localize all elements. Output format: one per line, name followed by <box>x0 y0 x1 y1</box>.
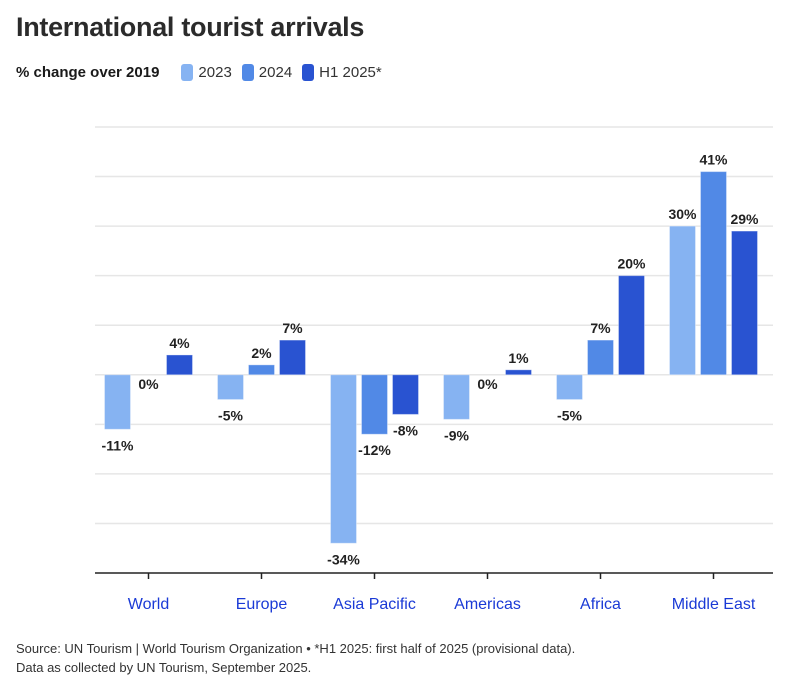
bar-world-2023 <box>104 374 131 430</box>
data-label: 7% <box>282 320 303 336</box>
bar-europe-2023 <box>217 374 244 401</box>
data-label: -8% <box>393 422 418 438</box>
bar-africa-2024 <box>587 339 614 376</box>
data-label: 41% <box>699 152 728 168</box>
bar-world-h1-2025 <box>166 354 193 376</box>
legend: % change over 2019 2023 2024 H1 2025* <box>16 64 392 81</box>
data-label: -12% <box>358 442 391 458</box>
gridlines <box>95 126 773 525</box>
category-label-world: World <box>128 596 170 613</box>
legend-label-2024: 2024 <box>258 64 293 81</box>
source-line: Source: UN Tourism | World Tourism Organ… <box>16 641 576 656</box>
bar-middle-east-2023 <box>669 225 696 376</box>
data-label: 20% <box>617 256 646 272</box>
category-label-europe: Europe <box>236 596 288 613</box>
bar-americas-2023 <box>443 374 470 420</box>
legend-label-h1-2025: H1 2025* <box>319 64 382 81</box>
bar-asia-pacific-2023 <box>330 374 357 544</box>
bar-middle-east-h1-2025 <box>731 230 758 376</box>
data-label: 7% <box>590 320 611 336</box>
data-label: 30% <box>668 206 697 222</box>
data-label: -11% <box>102 437 134 453</box>
data-label: 0% <box>138 376 159 392</box>
legend-item-2024: 2024 <box>241 64 293 81</box>
bar-americas-h1-2025 <box>505 369 532 376</box>
collection-note: Data as collected by UN Tourism, Septemb… <box>16 660 312 675</box>
data-label: -5% <box>218 408 243 424</box>
bar-asia-pacific-h1-2025 <box>392 374 419 415</box>
legend-item-2023: 2023 <box>181 64 232 81</box>
x-axis: World Europe Asia Pacific Americas Africa Mid… <box>95 572 773 613</box>
legend-swatch-h1-2025 <box>302 64 315 81</box>
data-label: -34% <box>327 551 360 567</box>
bar-middle-east-2024 <box>700 171 727 376</box>
legend-item-h1-2025: H1 2025* <box>302 64 382 81</box>
data-label: -9% <box>444 427 469 443</box>
category-label-africa: Africa <box>580 596 621 613</box>
data-label: 1% <box>508 350 529 366</box>
data-label: 2% <box>251 345 272 361</box>
category-label-americas: Americas <box>454 596 521 613</box>
data-label: -5% <box>557 408 582 424</box>
data-labels: -11% 0% 4% -5% 2% 7% -34% -12%-8% -9% 0% 1% -5% 7% 20… <box>102 152 760 568</box>
bars <box>104 171 758 544</box>
bar-europe-h1-2025 <box>279 339 306 376</box>
legend-swatch-2023 <box>181 64 194 81</box>
bar-europe-2024 <box>248 364 275 376</box>
bar-africa-h1-2025 <box>618 275 645 376</box>
legend-label-2023: 2023 <box>198 64 232 81</box>
chart-title: International tourist arrivals <box>16 12 365 42</box>
data-label: 0% <box>477 376 498 392</box>
category-label-asia-pacific: Asia Pacific <box>333 596 416 613</box>
chart-subtitle: % change over 2019 <box>16 64 160 81</box>
source-note: Source: UN Tourism | World Tourism Organ… <box>16 639 575 677</box>
data-label: 4% <box>169 335 190 351</box>
category-label-middle-east: Middle East <box>672 596 756 613</box>
bar-africa-2023 <box>556 374 583 401</box>
bar-asia-pacific-2024 <box>361 374 388 435</box>
data-label: 29% <box>730 211 759 227</box>
legend-swatch-2024 <box>241 64 254 81</box>
